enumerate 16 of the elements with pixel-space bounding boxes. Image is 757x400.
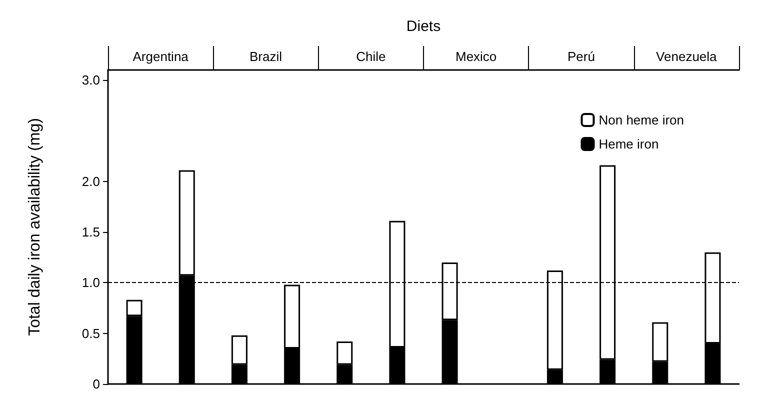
y-tick-label: 3.0 [82, 72, 100, 88]
text: Argentina [132, 49, 190, 64]
text: Brazil [249, 49, 282, 64]
y-tick-label: 0 [92, 376, 100, 392]
y-axis-title: Total daily iron availability (mg) [26, 118, 44, 336]
y-tick-label: 0.5 [82, 326, 100, 341]
text: Venezuela [656, 49, 718, 64]
text: Perú [568, 49, 595, 64]
legend-label: Non heme iron [598, 112, 684, 128]
x-axis-title: Diets [406, 18, 441, 35]
y-tick-label: 2.0 [82, 174, 100, 189]
text: Mexico [455, 49, 497, 64]
y-tick-label: 1.5 [82, 224, 100, 240]
text: Chile [356, 49, 386, 64]
legend-label: Heme iron [598, 136, 659, 152]
y-tick-label: 1.0 [82, 275, 100, 290]
